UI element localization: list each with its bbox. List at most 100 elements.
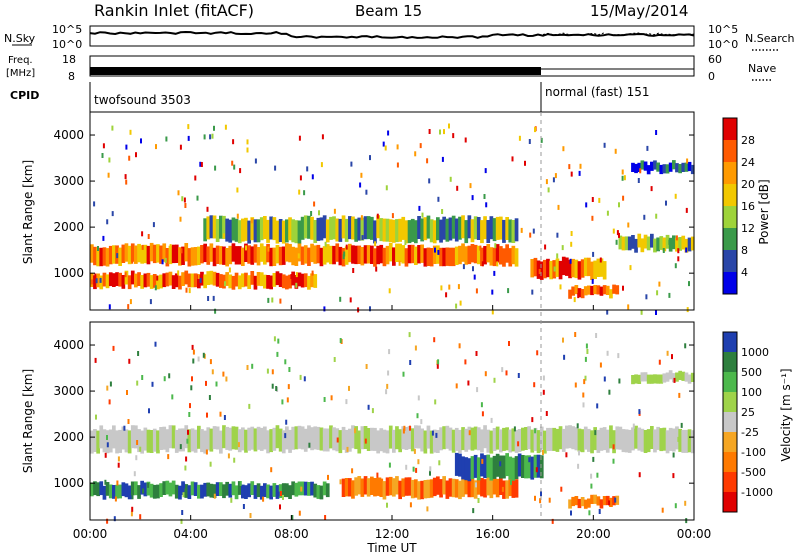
- data-cell: [448, 427, 453, 451]
- data-cell: [322, 215, 327, 239]
- data-cell: [687, 374, 692, 384]
- speckle: [177, 190, 180, 196]
- data-cell: [140, 480, 144, 495]
- x-tick-label: 04:00: [173, 527, 208, 541]
- data-cell: [558, 426, 563, 450]
- data-cell: [596, 258, 601, 277]
- data-cell: [225, 272, 229, 286]
- data-cell: [90, 430, 94, 454]
- speckle: [396, 144, 399, 150]
- data-cell: [379, 244, 384, 264]
- speckle: [542, 450, 544, 455]
- data-cell: [190, 481, 195, 496]
- speckle: [680, 422, 683, 428]
- data-cell: [492, 476, 497, 495]
- speckle: [104, 479, 107, 485]
- data-cell: [395, 219, 399, 243]
- data-cell: [599, 499, 604, 509]
- speckle: [236, 187, 239, 193]
- data-cell: [137, 485, 141, 499]
- speckle: [209, 359, 212, 365]
- data-cell: [439, 219, 443, 243]
- data-cell: [275, 425, 280, 449]
- speckle: [409, 425, 411, 431]
- speckle: [108, 304, 111, 310]
- data-cell: [373, 220, 377, 244]
- data-cell: [247, 427, 251, 451]
- data-cell: [577, 428, 582, 452]
- data-cell: [467, 215, 472, 239]
- speckle: [645, 294, 648, 300]
- data-cell: [476, 457, 481, 481]
- data-cell: [253, 428, 258, 452]
- speckle: [403, 425, 406, 431]
- data-cell: [351, 245, 355, 264]
- data-cell: [511, 220, 516, 243]
- speckle: [279, 298, 282, 304]
- data-cell: [382, 429, 387, 453]
- data-cell: [222, 274, 226, 289]
- data-cell: [615, 285, 620, 295]
- data-cell: [294, 247, 299, 266]
- data-cell: [454, 218, 459, 242]
- speckle: [95, 414, 97, 420]
- freq-right-tick-top: 60: [708, 53, 722, 66]
- speckle: [578, 450, 580, 456]
- data-cell: [555, 428, 560, 452]
- speckle: [108, 157, 111, 163]
- freq-panel-frame: [89, 55, 695, 77]
- data-cell: [458, 480, 462, 500]
- speckle: [152, 222, 155, 228]
- speckle: [360, 215, 363, 221]
- speckle: [534, 127, 536, 133]
- speckle: [249, 513, 252, 518]
- speckle: [185, 287, 188, 293]
- data-cell: [646, 236, 651, 251]
- data-cell: [366, 478, 371, 497]
- data-cell: [325, 428, 330, 452]
- power-colorbar: 28 24 20 16 12 8 4: [722, 117, 755, 295]
- data-cell: [690, 164, 695, 175]
- data-cell: [404, 477, 409, 496]
- speckle: [211, 133, 214, 139]
- data-cell: [552, 427, 557, 451]
- speckle: [164, 257, 167, 263]
- data-cell: [310, 481, 314, 496]
- data-cell: [593, 427, 597, 451]
- data-cell: [291, 219, 295, 243]
- speckle: [658, 281, 661, 287]
- data-cell: [222, 215, 226, 239]
- data-cell: [470, 244, 475, 263]
- data-cell: [420, 244, 424, 263]
- data-cell: [115, 430, 119, 454]
- data-cell: [621, 429, 626, 453]
- data-cell: [476, 217, 481, 240]
- x-tick-label: 20:00: [576, 527, 611, 541]
- data-cell: [511, 479, 516, 498]
- speckle: [346, 446, 349, 452]
- speckle: [553, 266, 556, 272]
- data-cell: [687, 429, 692, 453]
- data-cell: [159, 427, 163, 450]
- colorbar-tick-label: 25: [741, 406, 755, 419]
- data-cell: [454, 246, 459, 265]
- data-cell: [360, 217, 365, 241]
- data-cell: [486, 454, 491, 478]
- data-cell: [174, 273, 179, 288]
- data-cell: [385, 477, 390, 496]
- speckle: [638, 409, 641, 415]
- speckle: [612, 458, 615, 464]
- speckle: [475, 351, 478, 356]
- data-cell: [127, 275, 132, 290]
- speckle: [167, 454, 170, 460]
- data-cell: [256, 219, 261, 243]
- speckle: [251, 363, 254, 369]
- data-cell: [143, 482, 148, 497]
- data-cell: [609, 497, 613, 507]
- data-cell: [178, 428, 182, 452]
- speckle: [277, 338, 280, 344]
- speckle: [349, 297, 352, 303]
- speckle: [528, 139, 531, 144]
- data-cell: [602, 261, 607, 280]
- speckle: [276, 351, 279, 357]
